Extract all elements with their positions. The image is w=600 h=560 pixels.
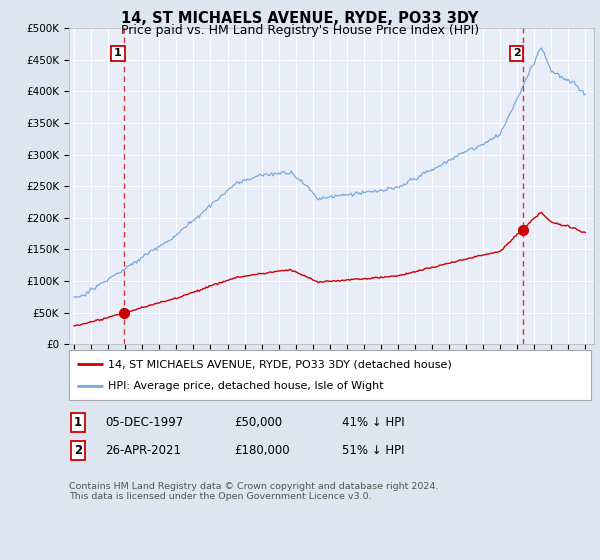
- Text: Contains HM Land Registry data © Crown copyright and database right 2024.
This d: Contains HM Land Registry data © Crown c…: [69, 482, 439, 501]
- Text: 2: 2: [513, 48, 521, 58]
- Text: 51% ↓ HPI: 51% ↓ HPI: [342, 444, 404, 458]
- Text: 41% ↓ HPI: 41% ↓ HPI: [342, 416, 404, 430]
- Text: 14, ST MICHAELS AVENUE, RYDE, PO33 3DY: 14, ST MICHAELS AVENUE, RYDE, PO33 3DY: [121, 11, 479, 26]
- Text: 2: 2: [74, 444, 82, 458]
- Text: 1: 1: [114, 48, 122, 58]
- Text: 05-DEC-1997: 05-DEC-1997: [105, 416, 183, 430]
- Text: £180,000: £180,000: [234, 444, 290, 458]
- Text: 1: 1: [74, 416, 82, 430]
- Text: HPI: Average price, detached house, Isle of Wight: HPI: Average price, detached house, Isle…: [108, 381, 384, 391]
- Text: Price paid vs. HM Land Registry's House Price Index (HPI): Price paid vs. HM Land Registry's House …: [121, 24, 479, 36]
- Text: 14, ST MICHAELS AVENUE, RYDE, PO33 3DY (detached house): 14, ST MICHAELS AVENUE, RYDE, PO33 3DY (…: [108, 359, 452, 369]
- Text: £50,000: £50,000: [234, 416, 282, 430]
- Text: 26-APR-2021: 26-APR-2021: [105, 444, 181, 458]
